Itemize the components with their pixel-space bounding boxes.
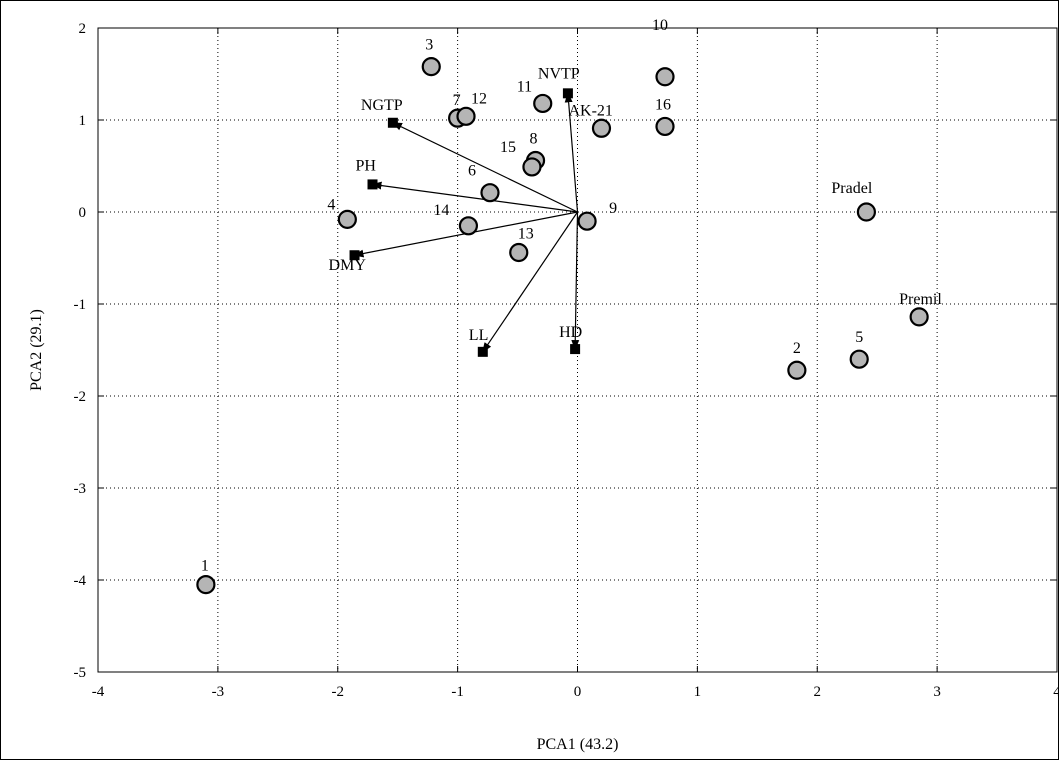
y-tick-label: -2 <box>74 389 87 405</box>
y-tick-label: -5 <box>74 665 87 681</box>
observation-point <box>509 242 529 263</box>
observation-point <box>458 216 479 236</box>
vector-hd <box>571 211 580 351</box>
observation-point <box>909 307 929 327</box>
x-tick-label: -3 <box>212 684 225 700</box>
observation-label: 1 <box>201 558 209 575</box>
vector-label-ngtp: NGTP <box>361 97 403 114</box>
vector-ngtp <box>391 122 578 213</box>
vector-marker-nvtp <box>562 88 573 99</box>
x-tick-label: 1 <box>694 684 702 700</box>
observation-point <box>577 211 597 231</box>
y-axis-title: PCA2 (29.1) <box>28 309 45 391</box>
observation-label: 7 <box>453 92 461 109</box>
observation-label: 9 <box>609 200 617 217</box>
x-tick-label: 2 <box>814 684 822 700</box>
observation-label: 13 <box>518 225 534 242</box>
observation-point <box>856 202 876 222</box>
y-tick-label: 1 <box>79 113 87 129</box>
observation-point <box>456 106 476 126</box>
y-tick-label: 2 <box>79 21 87 37</box>
observation-point <box>522 157 542 177</box>
vector-marker-ll <box>477 346 488 357</box>
observation-point <box>533 93 553 114</box>
observation-label: 5 <box>855 329 863 346</box>
y-tick-label: -1 <box>74 297 87 313</box>
vector-label-dmy: DMY <box>329 257 367 274</box>
vector-marker-hd <box>570 344 581 355</box>
x-tick-label: -1 <box>451 684 464 700</box>
vector-label-nvtp: NVTP <box>538 65 580 82</box>
x-tick-label: 4 <box>1053 684 1058 700</box>
x-tick-label: 0 <box>574 684 582 700</box>
vector-label-ll: LL <box>469 327 489 344</box>
observation-label: Pradel <box>831 180 872 197</box>
vector-marker-ngtp <box>387 117 398 128</box>
vector-label-hd: HD <box>559 324 582 341</box>
observation-point <box>655 67 675 87</box>
x-axis-title: PCA1 (43.2) <box>537 736 619 753</box>
variable-vectors: NVTP NGTP PH DMY LL HD <box>329 65 582 357</box>
observation-label: 11 <box>517 78 532 95</box>
observation-point <box>655 116 675 137</box>
observation-label: 15 <box>500 139 516 156</box>
observation-point <box>849 349 869 369</box>
x-tick-label: -4 <box>92 684 105 700</box>
y-tick-label: -3 <box>74 481 87 497</box>
observation-label: 2 <box>793 340 801 357</box>
observation-label: 8 <box>530 130 538 147</box>
y-tick-label: -4 <box>74 573 87 589</box>
plot-area-border <box>97 27 1058 673</box>
observation-label: 10 <box>652 17 668 34</box>
observation-label: 12 <box>471 90 487 107</box>
x-tick-label: -2 <box>332 684 345 700</box>
observation-label: 16 <box>655 96 671 113</box>
observation-label: AK-21 <box>568 102 612 119</box>
vector-marker-ph <box>367 179 378 190</box>
observation-point <box>196 574 216 595</box>
observation-point <box>421 57 441 77</box>
vector-ph <box>371 181 578 213</box>
vector-nvtp <box>564 92 579 213</box>
y-tick-label: 0 <box>79 205 87 221</box>
vector-label-ph: PH <box>356 157 377 174</box>
grid <box>98 28 1057 672</box>
observation-label: Premil <box>899 291 942 308</box>
observation-point <box>337 209 357 229</box>
vector-marker-dmy <box>349 250 360 261</box>
observation-label: 14 <box>433 202 449 219</box>
observation-label: 6 <box>468 163 476 180</box>
observation-point <box>591 118 612 138</box>
observation-point <box>480 183 500 203</box>
x-tick-label: 3 <box>933 684 941 700</box>
observation-point <box>787 360 807 380</box>
observation-label: 4 <box>327 196 335 213</box>
vector-ll <box>482 211 578 353</box>
observation-label: 3 <box>425 37 433 54</box>
